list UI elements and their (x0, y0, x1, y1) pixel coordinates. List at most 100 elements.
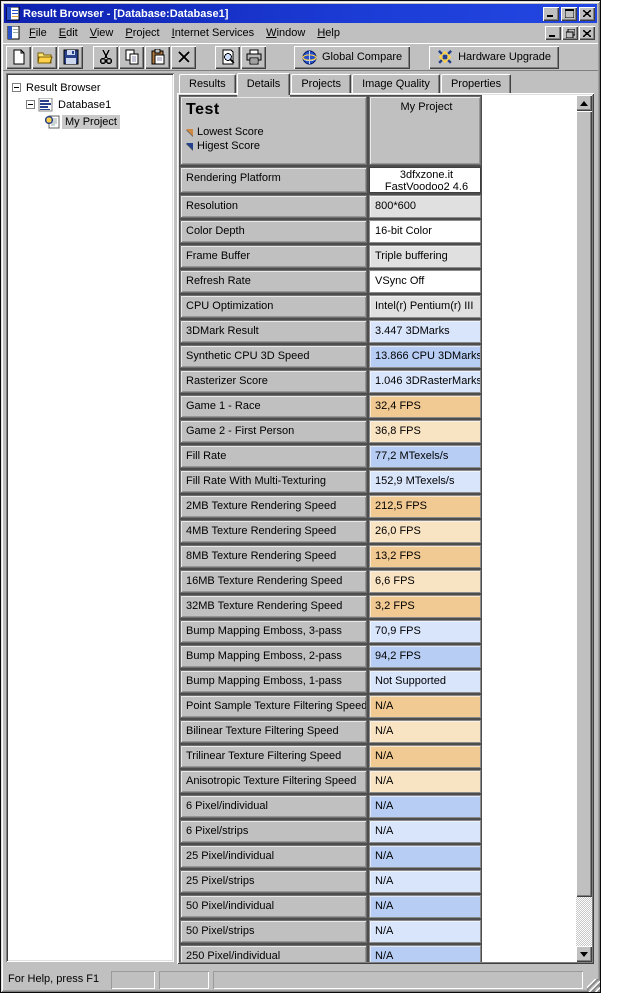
table-row[interactable]: 25 Pixel/strips N/A (180, 870, 481, 893)
collapse-icon[interactable] (12, 83, 21, 92)
global-compare-button[interactable]: Global Compare (294, 45, 411, 69)
mdi-minimize-button[interactable] (545, 26, 561, 40)
close-button[interactable] (579, 6, 595, 21)
tree-project-label[interactable]: My Project (62, 114, 120, 129)
table-row[interactable]: Synthetic CPU 3D Speed 13.866 CPU 3DMark… (180, 345, 481, 368)
row-value: 1.046 3DRasterMarks (369, 370, 481, 393)
table-row[interactable]: 250 Pixel/individual N/A (180, 945, 481, 962)
tree-item-result-browser[interactable]: Result Browser (12, 79, 172, 96)
table-row[interactable]: Bump Mapping Emboss, 3-pass 70,9 FPS (180, 620, 481, 643)
row-value: N/A (369, 770, 481, 793)
print-button[interactable] (241, 45, 266, 69)
document-icon[interactable] (6, 26, 21, 40)
row-value: N/A (369, 820, 481, 843)
table-row[interactable]: 6 Pixel/individual N/A (180, 795, 481, 818)
table-row[interactable]: 3DMark Result 3.447 3DMarks (180, 320, 481, 343)
paste-button[interactable] (145, 45, 170, 69)
table-row[interactable]: Fill Rate With Multi-Texturing 152,9 MTe… (180, 470, 481, 493)
row-value: 32,4 FPS (369, 395, 481, 418)
table-row[interactable]: Game 2 - First Person 36,8 FPS (180, 420, 481, 443)
menu-item-help[interactable]: Help (317, 26, 340, 39)
row-label: Resolution (180, 195, 367, 218)
row-label: CPU Optimization (180, 295, 367, 318)
table-row[interactable]: 6 Pixel/strips N/A (180, 820, 481, 843)
row-value: 77,2 MTexels/s (369, 445, 481, 468)
save-button[interactable] (58, 45, 83, 69)
tab-details[interactable]: Details (236, 73, 291, 95)
row-label: Fill Rate With Multi-Texturing (180, 470, 367, 493)
arrow-up-icon (580, 100, 588, 106)
print-preview-button[interactable] (215, 45, 240, 69)
table-row[interactable]: 50 Pixel/individual N/A (180, 895, 481, 918)
row-value: N/A (369, 695, 481, 718)
menu-item-project[interactable]: Project (125, 26, 160, 39)
table-row[interactable]: Frame Buffer Triple buffering (180, 245, 481, 268)
tab-results[interactable]: Results (179, 74, 236, 93)
tab-projects[interactable]: Projects (291, 74, 352, 93)
scroll-up-button[interactable] (576, 95, 592, 111)
table-row[interactable]: Bump Mapping Emboss, 1-pass Not Supporte… (180, 670, 481, 693)
row-value: N/A (369, 895, 481, 918)
table-row[interactable]: Refresh Rate VSync Off (180, 270, 481, 293)
row-value: N/A (369, 920, 481, 943)
table-row[interactable]: Resolution 800*600 (180, 195, 481, 218)
tree-root-label[interactable]: Result Browser (26, 81, 101, 94)
table-row[interactable]: Anisotropic Texture Filtering Speed N/A (180, 770, 481, 793)
table-row[interactable]: 32MB Texture Rendering Speed 3,2 FPS (180, 595, 481, 618)
table-row[interactable]: 50 Pixel/strips N/A (180, 920, 481, 943)
mdi-restore-button[interactable] (562, 26, 578, 40)
table-row[interactable]: Trilinear Texture Filtering Speed N/A (180, 745, 481, 768)
test-title: Test (186, 101, 220, 118)
row-value: 3.447 3DMarks (369, 320, 481, 343)
cut-button[interactable] (93, 45, 118, 69)
menu-item-file[interactable]: File (29, 26, 47, 39)
table-row[interactable]: 8MB Texture Rendering Speed 13,2 FPS (180, 545, 481, 568)
table-row[interactable]: 16MB Texture Rendering Speed 6,6 FPS (180, 570, 481, 593)
collapse-icon[interactable] (26, 100, 35, 109)
menu-item-view[interactable]: View (89, 26, 114, 39)
minimize-button[interactable] (543, 6, 559, 21)
status-pane (159, 971, 209, 989)
row-label: Game 1 - Race (180, 395, 367, 418)
menu-item-internet-services[interactable]: Internet Services (171, 26, 255, 39)
scrollbar-thumb[interactable] (576, 111, 592, 897)
maximize-button[interactable] (561, 6, 577, 21)
tree-database-label[interactable]: Database1 (58, 98, 112, 111)
tree-item-my-project[interactable]: My Project (12, 113, 172, 130)
tab-content: Test Lowest Score Higest Score (177, 93, 594, 964)
table-row[interactable]: CPU Optimization Intel(r) Pentium(r) III (180, 295, 481, 318)
delete-button[interactable] (171, 45, 196, 69)
tab-image-quality[interactable]: Image Quality (352, 74, 440, 93)
scroll-down-button[interactable] (576, 946, 592, 962)
copy-button[interactable] (119, 45, 144, 69)
table-row[interactable]: Fill Rate 77,2 MTexels/s (180, 445, 481, 468)
row-label: Anisotropic Texture Filtering Speed (180, 770, 367, 793)
mdi-close-button[interactable] (579, 26, 595, 40)
hardware-upgrade-button[interactable]: Hardware Upgrade (429, 45, 560, 69)
menu-item-edit[interactable]: Edit (58, 26, 78, 39)
tree-item-database1[interactable]: Database1 (12, 96, 172, 113)
row-value: 36,8 FPS (369, 420, 481, 443)
table-row[interactable]: Game 1 - Race 32,4 FPS (180, 395, 481, 418)
title-bar: Result Browser - [Database:Database1] (4, 4, 597, 23)
table-row[interactable]: Color Depth 16-bit Color (180, 220, 481, 243)
test-header-cell: Test Lowest Score Higest Score (180, 96, 367, 165)
toolbar: Global Compare Hardware Upgrade (3, 43, 598, 71)
open-button[interactable] (32, 45, 57, 69)
table-row[interactable]: Rendering Platform 3dfxzone.it FastVoodo… (180, 167, 481, 193)
project-column-header[interactable]: My Project (369, 96, 481, 165)
table-row[interactable]: Bilinear Texture Filtering Speed N/A (180, 720, 481, 743)
resize-grip[interactable] (587, 979, 600, 992)
table-row[interactable]: Bump Mapping Emboss, 2-pass 94,2 FPS (180, 645, 481, 668)
table-row[interactable]: 4MB Texture Rendering Speed 26,0 FPS (180, 520, 481, 543)
new-button[interactable] (6, 45, 31, 69)
tab-properties[interactable]: Properties (440, 74, 512, 93)
table-row[interactable]: Rasterizer Score 1.046 3DRasterMarks (180, 370, 481, 393)
menu-item-window[interactable]: Window (266, 26, 306, 39)
table-row[interactable]: Point Sample Texture Filtering Speed N/A (180, 695, 481, 718)
vertical-scrollbar[interactable] (576, 95, 592, 962)
table-row[interactable]: 2MB Texture Rendering Speed 212,5 FPS (180, 495, 481, 518)
status-pane (213, 971, 583, 989)
row-value: N/A (369, 720, 481, 743)
table-row[interactable]: 25 Pixel/individual N/A (180, 845, 481, 868)
